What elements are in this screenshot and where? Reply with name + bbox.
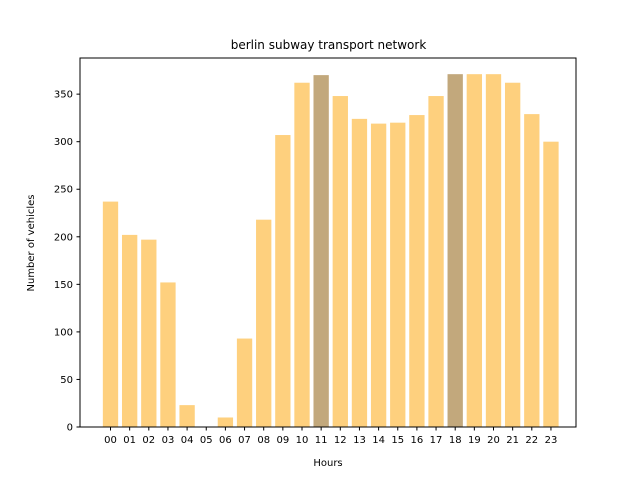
x-tick-label-00: 00 [104,435,117,446]
x-tick-label-02: 02 [142,435,155,446]
x-tick-label-03: 03 [162,435,175,446]
bar-03 [160,282,176,427]
bar-00 [102,201,119,427]
bar-18 [447,74,463,428]
y-tick-label-100: 100 [54,327,73,338]
bar-13 [351,118,368,428]
y-tick-label-50: 50 [60,375,73,386]
x-axis-ticks: 00 01 02 03 04 05 06 07 08 09 10 11 12 13 14 15 16 17 18 19… [104,427,557,446]
y-tick-label-250: 250 [54,185,73,196]
y-axis-ticks: 0 50 100 150 200 250 300 350 [54,90,80,434]
bar-07 [236,338,253,427]
bar-10 [294,82,310,427]
x-tick-label-17: 17 [430,435,443,446]
x-axis-label: Hours [313,458,342,469]
bar-21 [504,82,521,427]
bar-06 [217,417,234,427]
x-tick-label-06: 06 [219,435,232,446]
bar-23 [543,141,559,427]
x-tick-label-20: 20 [487,435,500,446]
x-tick-label-11: 11 [315,435,328,446]
bar-17 [428,96,444,427]
bar-01 [121,234,138,427]
x-tick-label-18: 18 [449,435,462,446]
x-tick-label-10: 10 [296,435,309,446]
bar-09 [275,135,291,427]
y-tick-label-350: 350 [54,90,73,101]
x-tick-label-12: 12 [334,435,347,446]
x-tick-label-09: 09 [276,435,289,446]
x-tick-label-07: 07 [238,435,251,446]
y-tick-label-0: 0 [67,423,73,434]
x-tick-label-05: 05 [200,435,213,446]
y-tick-label-200: 200 [54,232,73,243]
x-tick-label-15: 15 [391,435,404,446]
bar-12 [332,96,348,427]
bar-04 [179,405,195,427]
x-tick-label-16: 16 [411,435,424,446]
y-tick-label-300: 300 [54,137,73,148]
bars-group [102,74,559,428]
bar-16 [409,115,425,427]
x-tick-label-13: 13 [353,435,366,446]
bar-02 [141,239,157,427]
bar-22 [524,114,540,428]
x-tick-label-23: 23 [545,435,558,446]
bar-15 [390,122,406,428]
x-tick-label-14: 14 [372,435,385,446]
x-tick-label-08: 08 [257,435,270,446]
y-tick-label-150: 150 [54,280,73,291]
x-tick-label-21: 21 [506,435,519,446]
bar-20 [485,74,502,428]
chart-title: berlin subway transport network [231,38,427,52]
x-tick-label-19: 19 [468,435,481,446]
x-tick-label-22: 22 [525,435,538,446]
x-tick-label-04: 04 [181,435,194,446]
x-tick-label-01: 01 [123,435,136,446]
bar-14 [370,123,387,428]
bar-11 [313,75,329,428]
bar-19 [466,74,483,428]
plot-frame [79,57,577,428]
bar-08 [256,219,272,427]
y-axis-label: Number of vehicles [26,195,37,292]
